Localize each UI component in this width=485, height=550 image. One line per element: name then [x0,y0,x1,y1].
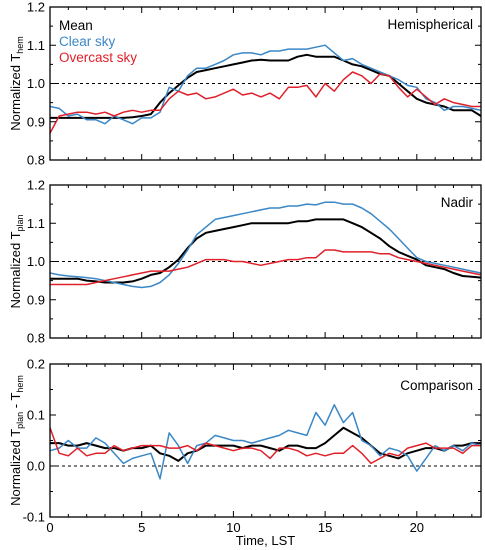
series-line-mean [50,53,482,119]
y-tick-label: 1.1 [27,216,45,231]
y-tick-label: 1.0 [27,76,45,91]
series-line-clear-sky [49,44,482,125]
panel-title: Nadir [441,195,474,210]
series-line-overcast-sky [50,249,482,286]
y-tick-label: 0.8 [27,153,45,168]
y-tick-label: 1.0 [27,254,45,269]
legend-entry-clear-sky: Clear sky [59,34,116,49]
legend-entry-overcast-sky: Overcast sky [59,50,137,65]
y-axis-label: Normalized Tplan [8,214,25,308]
y-tick-label: 0.9 [27,292,45,307]
y-axis-label: Normalized Them [8,36,25,131]
series-line-overcast-sky [49,71,481,134]
y-tick-label: 1.2 [27,178,45,193]
x-tick-label: 20 [410,520,424,535]
panel-title: Comparison [400,378,473,393]
panel-title: Hemispherical [387,17,473,32]
y-tick-label: 0.9 [27,114,45,129]
y-tick-label: 0.2 [27,357,45,372]
y-tick-label: -0.1 [23,510,45,525]
series-line-mean [50,218,482,284]
x-tick-label: 0 [46,520,53,535]
x-tick-label: 15 [318,520,332,535]
series-line-clear-sky [49,404,482,480]
series-line-mean [50,426,481,462]
x-tick-label: 10 [226,520,240,535]
series-line-clear-sky [49,201,482,289]
y-tick-label: 0.1 [27,408,45,423]
y-axis-label: Normalized Tplan - Them [8,375,25,506]
x-tick-label: 5 [138,520,145,535]
y-tick-label: 0.0 [27,459,45,474]
y-tick-label: 1.2 [27,0,45,15]
y-tick-label: 1.1 [27,38,45,53]
legend-entry-mean: Mean [59,18,93,33]
series-line-overcast-sky [49,427,481,465]
x-axis-label: Time, LST [236,533,296,548]
y-tick-label: 0.8 [27,331,45,346]
